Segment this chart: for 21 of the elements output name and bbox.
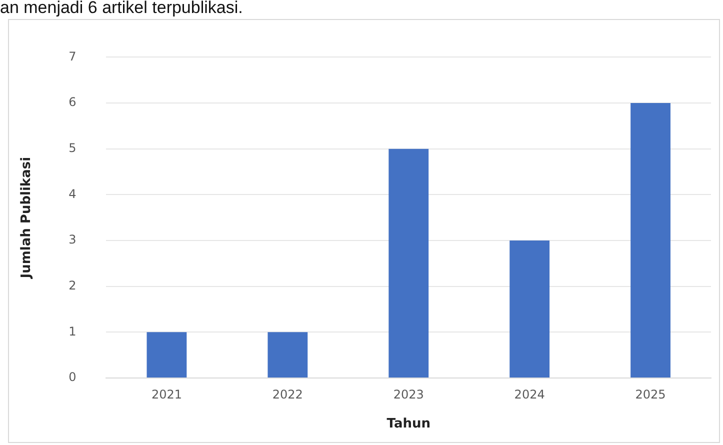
y-axis-title: Jumlah Publikasi — [19, 156, 34, 280]
y-tick-label: 4 — [68, 186, 76, 201]
x-tick-label: 2021 — [151, 387, 182, 402]
y-tick-label: 1 — [68, 324, 76, 338]
x-tick-label: 2023 — [393, 387, 424, 402]
y-tick-label: 5 — [68, 140, 76, 155]
y-tick-label: 7 — [68, 49, 76, 64]
bar — [388, 148, 429, 378]
x-tick-label: 2024 — [514, 387, 545, 402]
bar — [268, 332, 308, 378]
y-tick-label: 6 — [68, 95, 76, 110]
bar — [146, 332, 187, 378]
text: an menjadi 6 artikel terpublikasi. — [0, 0, 243, 18]
x-axis-title: Tahun — [386, 416, 430, 432]
bar — [510, 240, 550, 378]
x-tick-label: 2022 — [272, 387, 303, 402]
y-tick-label: 0 — [68, 370, 76, 384]
y-tick-label: 3 — [68, 232, 76, 247]
bar — [630, 103, 670, 378]
y-tick-label: 2 — [68, 278, 76, 292]
x-tick-label: 2025 — [635, 387, 666, 402]
